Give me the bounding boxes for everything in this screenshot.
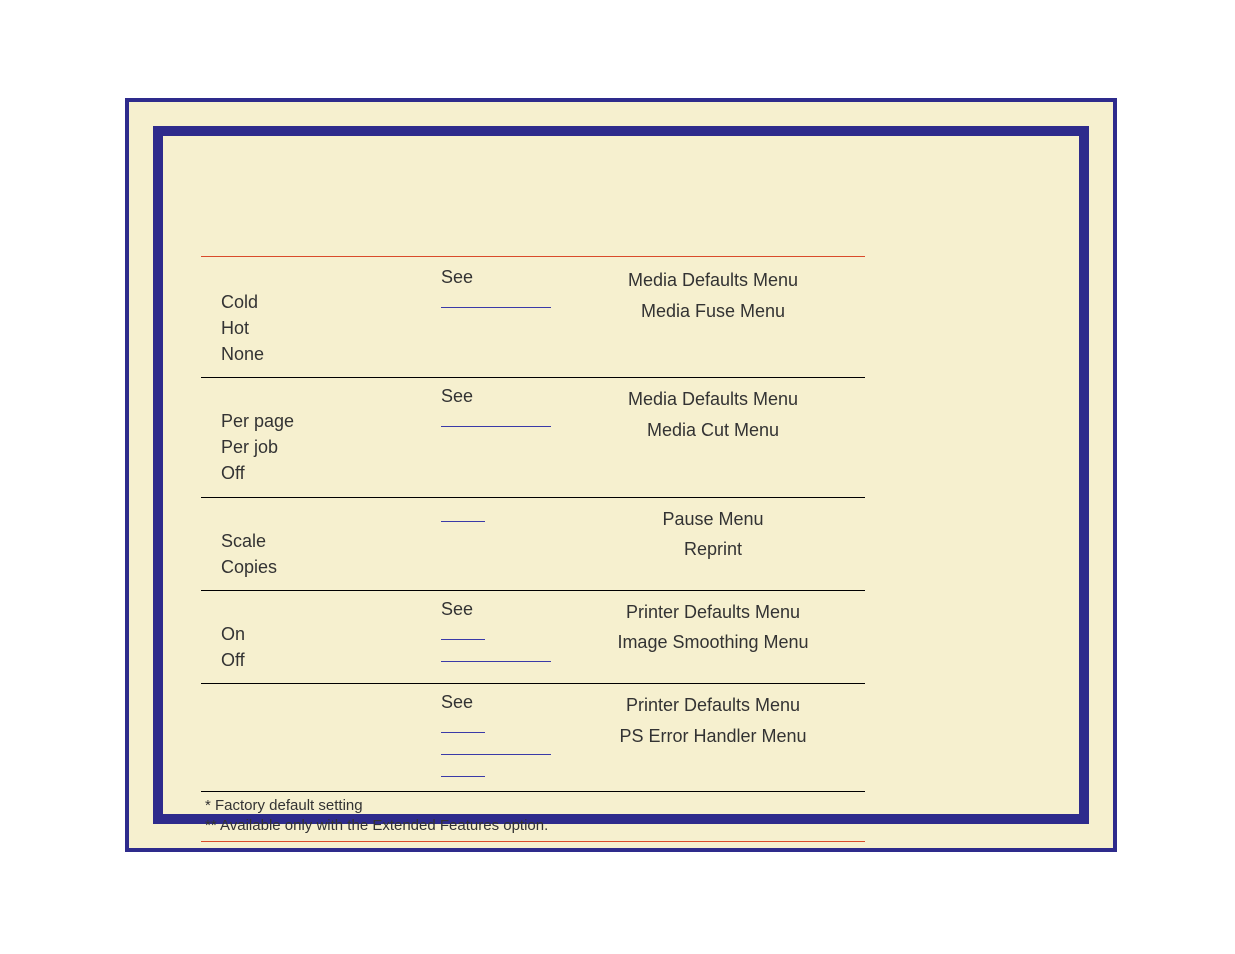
table-row: OnOffSeePrinter Defaults MenuImage Smoot… bbox=[201, 590, 865, 683]
see-label: See bbox=[441, 690, 561, 715]
reference-link-blank[interactable] bbox=[441, 290, 551, 308]
see-cell: See bbox=[441, 597, 561, 673]
reference-label: Reprint bbox=[561, 534, 865, 565]
table-row: Per pagePer jobOffSeeMedia Defaults Menu… bbox=[201, 377, 865, 496]
options-cell: ColdHotNone bbox=[201, 265, 441, 367]
reference-label: Media Fuse Menu bbox=[561, 296, 865, 327]
settings-table: ColdHotNoneSeeMedia Defaults MenuMedia F… bbox=[201, 256, 865, 842]
reference-link-blank[interactable] bbox=[441, 759, 485, 777]
see-cell: See bbox=[441, 690, 561, 781]
bottom-rule bbox=[201, 841, 865, 842]
references-cell: Media Defaults MenuMedia Fuse Menu bbox=[561, 265, 865, 367]
option-value: Copies bbox=[221, 554, 441, 580]
see-cell bbox=[441, 504, 561, 580]
reference-label: Media Defaults Menu bbox=[561, 265, 865, 296]
reference-link-blank[interactable] bbox=[441, 622, 485, 640]
option-value: Per job bbox=[221, 434, 441, 460]
footnote-2: ** Available only with the Extended Feat… bbox=[205, 816, 865, 836]
reference-label: PS Error Handler Menu bbox=[561, 721, 865, 752]
reference-link-blank[interactable] bbox=[441, 715, 485, 733]
option-value: Cold bbox=[221, 289, 441, 315]
reference-link-blank[interactable] bbox=[441, 409, 551, 427]
option-value: Per page bbox=[221, 408, 441, 434]
option-value: On bbox=[221, 621, 441, 647]
reference-label: Printer Defaults Menu bbox=[561, 690, 865, 721]
reference-link-blank[interactable] bbox=[441, 644, 551, 662]
references-cell: Pause MenuReprint bbox=[561, 504, 865, 580]
see-label: See bbox=[441, 597, 561, 622]
table-row: SeePrinter Defaults MenuPS Error Handler… bbox=[201, 683, 865, 791]
page-content: ColdHotNoneSeeMedia Defaults MenuMedia F… bbox=[163, 136, 1079, 814]
option-value: Off bbox=[221, 460, 441, 486]
reference-link-blank[interactable] bbox=[441, 737, 551, 755]
options-cell: OnOff bbox=[201, 597, 441, 673]
references-cell: Media Defaults MenuMedia Cut Menu bbox=[561, 384, 865, 486]
reference-label: Pause Menu bbox=[561, 504, 865, 535]
options-cell: ScaleCopies bbox=[201, 504, 441, 580]
footnote-1: * Factory default setting bbox=[205, 796, 865, 816]
reference-label: Image Smoothing Menu bbox=[561, 627, 865, 658]
option-value: Off bbox=[221, 647, 441, 673]
references-cell: Printer Defaults MenuPS Error Handler Me… bbox=[561, 690, 865, 781]
see-cell: See bbox=[441, 265, 561, 367]
see-cell: See bbox=[441, 384, 561, 486]
option-value: None bbox=[221, 341, 441, 367]
top-rule bbox=[201, 256, 865, 257]
table-row: ColdHotNoneSeeMedia Defaults MenuMedia F… bbox=[201, 259, 865, 377]
option-value: Scale bbox=[221, 528, 441, 554]
inner-frame: ColdHotNoneSeeMedia Defaults MenuMedia F… bbox=[153, 126, 1089, 824]
options-cell bbox=[201, 690, 441, 781]
reference-label: Media Cut Menu bbox=[561, 415, 865, 446]
footnotes: * Factory default setting ** Available o… bbox=[201, 791, 865, 839]
options-cell: Per pagePer jobOff bbox=[201, 384, 441, 486]
outer-frame: ColdHotNoneSeeMedia Defaults MenuMedia F… bbox=[125, 98, 1117, 852]
reference-link-blank[interactable] bbox=[441, 504, 485, 522]
reference-label: Media Defaults Menu bbox=[561, 384, 865, 415]
option-value: Hot bbox=[221, 315, 441, 341]
see-label: See bbox=[441, 265, 561, 290]
see-label: See bbox=[441, 384, 561, 409]
table-row: ScaleCopies Pause MenuReprint bbox=[201, 497, 865, 590]
references-cell: Printer Defaults MenuImage Smoothing Men… bbox=[561, 597, 865, 673]
reference-label: Printer Defaults Menu bbox=[561, 597, 865, 628]
